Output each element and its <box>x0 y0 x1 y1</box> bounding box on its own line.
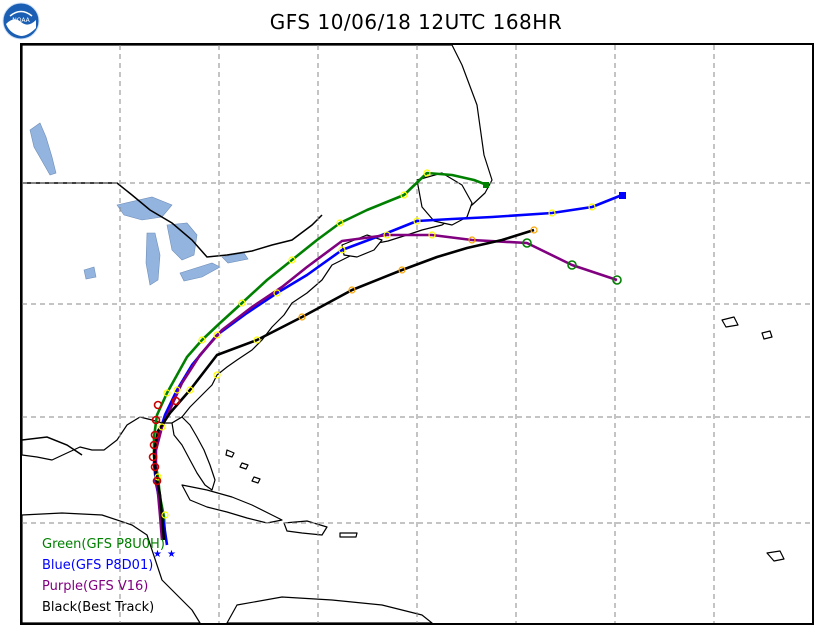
start-star-2: ★ <box>167 549 176 560</box>
central-america-land <box>22 512 201 623</box>
marker <box>288 256 296 264</box>
north-america-land <box>22 45 493 461</box>
marker <box>253 336 261 344</box>
marker <box>468 236 476 244</box>
marker <box>348 286 356 294</box>
marker <box>161 511 169 519</box>
marker <box>163 389 171 397</box>
marker <box>238 299 246 307</box>
lake-erie <box>179 262 221 282</box>
marker <box>150 430 160 440</box>
purple-end-marker <box>612 275 622 285</box>
marker <box>151 415 161 425</box>
marker <box>400 191 408 199</box>
legend-green: Green(GFS P8U0H) <box>42 537 165 552</box>
south-america-land <box>226 596 433 623</box>
blue-end-marker <box>619 192 626 199</box>
start-star-1: ★ <box>153 549 162 560</box>
green-end-marker <box>483 182 489 188</box>
marker <box>149 440 159 450</box>
hispaniola-land <box>283 520 328 536</box>
lat-lon-grid <box>22 45 812 623</box>
marker <box>530 226 538 234</box>
marker <box>213 371 221 379</box>
marker <box>171 396 181 406</box>
marker <box>413 217 421 225</box>
marker <box>273 289 281 297</box>
marker <box>198 336 206 344</box>
island-right-1 <box>766 550 785 562</box>
lake-michigan <box>145 232 161 286</box>
marker <box>383 231 391 239</box>
lake-winnipeg <box>29 122 57 176</box>
marker <box>428 231 436 239</box>
marker <box>338 246 346 254</box>
purple-mid-marker <box>567 260 577 270</box>
marker <box>213 331 221 339</box>
borders-layer <box>22 182 323 456</box>
legend-blue: Blue(GFS P8D01) <box>42 558 154 573</box>
marker <box>336 219 344 227</box>
marker <box>152 476 162 486</box>
us-mexico-border <box>22 436 83 456</box>
marker <box>148 452 158 462</box>
track-black <box>152 228 535 541</box>
legend-purple: Purple(GFS V16) <box>42 579 149 594</box>
marker <box>186 386 194 394</box>
marker <box>398 266 406 274</box>
puerto-rico-land <box>339 532 358 538</box>
chart-title: GFS 10/06/18 12UTC 168HR <box>269 10 563 34</box>
noaa-logo: NOAA <box>2 2 40 40</box>
cuba-land <box>181 484 283 524</box>
marker <box>298 313 306 321</box>
marker <box>548 209 556 217</box>
island-right-3 <box>761 330 773 340</box>
nova-scotia-land <box>341 234 383 258</box>
track-endpoints: ★ ★ <box>153 182 626 560</box>
marker <box>150 462 160 472</box>
noaa-logo-text: NOAA <box>12 17 30 24</box>
legend: Green(GFS P8U0H) Blue(GFS P8D01) Purple(… <box>42 534 165 618</box>
marker <box>153 400 163 410</box>
lakes-layer <box>29 122 249 286</box>
island-right-2 <box>721 316 739 328</box>
early-markers <box>148 396 181 486</box>
lake-small <box>83 266 97 280</box>
legend-black: Black(Best Track) <box>42 600 155 615</box>
lake-ontario <box>221 252 249 264</box>
track-markers <box>154 169 596 519</box>
marker <box>158 423 166 431</box>
marker <box>154 473 162 481</box>
marker <box>423 169 431 177</box>
purple-mid-marker-2 <box>522 238 532 248</box>
map-panel: ★ ★ <box>20 43 814 625</box>
land-layer <box>22 45 785 623</box>
us-canada-border <box>22 182 323 258</box>
marker <box>588 203 596 211</box>
florida-land <box>171 416 216 491</box>
marker <box>173 386 181 394</box>
bahamas-land <box>225 449 261 484</box>
lake-huron <box>166 222 198 261</box>
